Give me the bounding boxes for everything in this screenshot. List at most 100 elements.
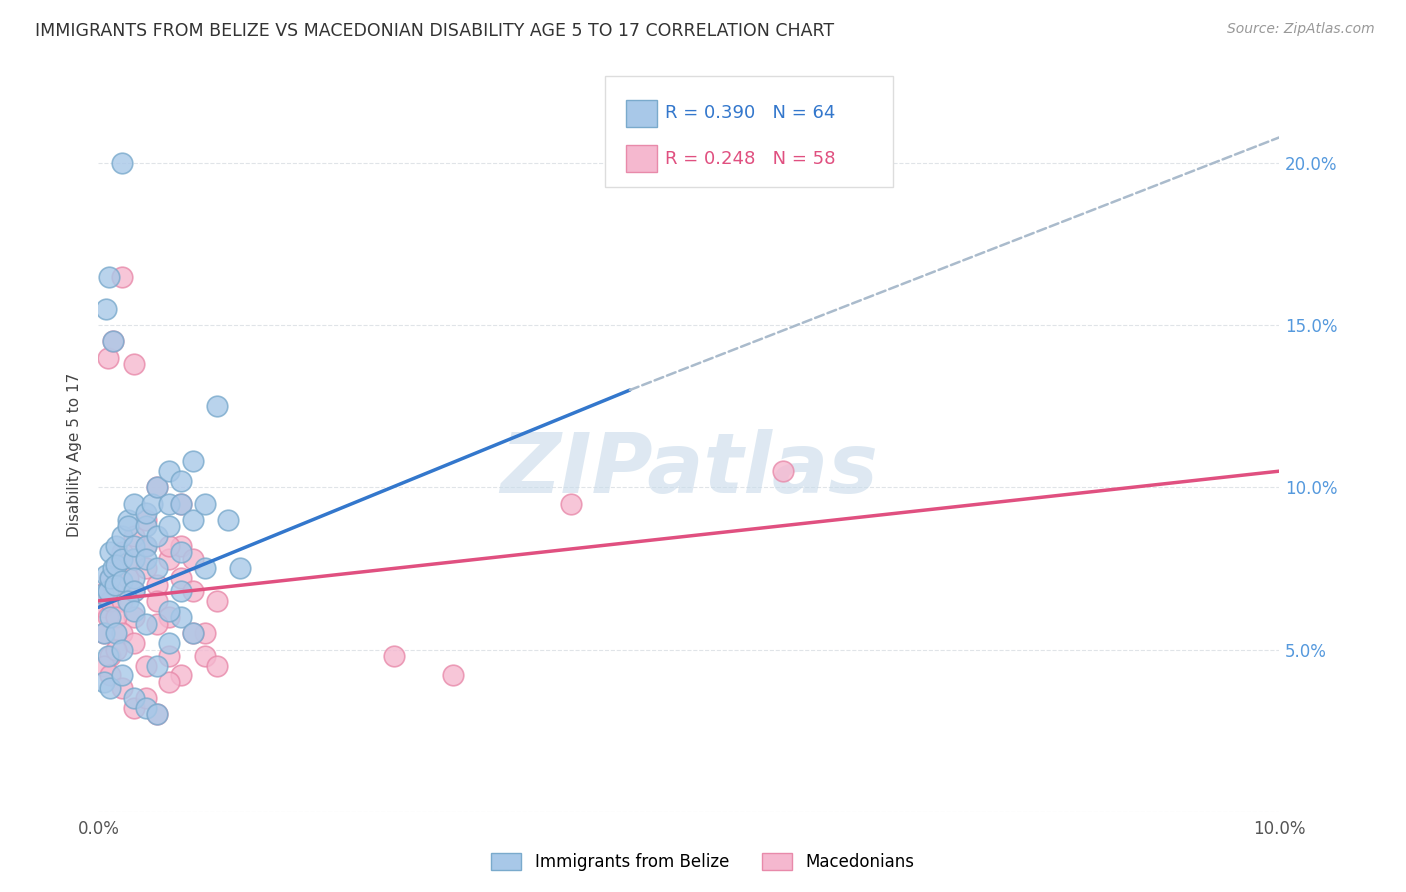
- Point: [101, 561, 124, 575]
- Point: [97, 648, 120, 663]
- Point: [135, 513, 157, 527]
- Y-axis label: Disability Age 5 to 17: Disability Age 5 to 17: [67, 373, 83, 537]
- Point: [135, 658, 157, 673]
- Point: [111, 529, 134, 543]
- Point: [170, 539, 193, 553]
- Point: [170, 571, 193, 585]
- Point: [122, 539, 145, 553]
- Point: [98, 681, 121, 696]
- Point: [170, 474, 193, 488]
- Point: [205, 594, 228, 608]
- Point: [105, 561, 128, 575]
- Point: [170, 584, 193, 599]
- Point: [217, 513, 239, 527]
- Point: [157, 636, 180, 650]
- Point: [93, 658, 115, 673]
- Point: [205, 399, 228, 413]
- Point: [98, 545, 121, 559]
- Point: [170, 545, 193, 559]
- Point: [181, 626, 204, 640]
- Point: [170, 497, 193, 511]
- Point: [111, 545, 134, 559]
- Point: [135, 551, 157, 566]
- Point: [157, 519, 180, 533]
- Point: [122, 529, 145, 543]
- Point: [111, 551, 134, 566]
- Point: [111, 681, 134, 696]
- Point: [157, 539, 180, 553]
- Point: [117, 519, 139, 533]
- Point: [560, 497, 582, 511]
- Point: [135, 539, 157, 553]
- Point: [122, 584, 145, 599]
- Point: [157, 497, 180, 511]
- Point: [111, 574, 134, 589]
- Point: [94, 568, 117, 582]
- Point: [105, 610, 128, 624]
- Point: [157, 648, 180, 663]
- Point: [98, 269, 121, 284]
- Point: [101, 334, 124, 349]
- Text: Source: ZipAtlas.com: Source: ZipAtlas.com: [1227, 22, 1375, 37]
- Point: [135, 506, 157, 520]
- Point: [194, 561, 217, 575]
- Point: [194, 497, 217, 511]
- Point: [772, 464, 794, 478]
- Point: [181, 626, 204, 640]
- Point: [104, 577, 127, 591]
- Point: [122, 610, 145, 624]
- Point: [135, 701, 157, 715]
- Point: [141, 497, 163, 511]
- Point: [91, 600, 114, 615]
- Point: [157, 604, 180, 618]
- Point: [170, 668, 193, 682]
- Point: [111, 156, 134, 170]
- Point: [94, 301, 117, 316]
- Point: [194, 626, 217, 640]
- Point: [93, 626, 115, 640]
- Point: [135, 691, 157, 706]
- Point: [146, 616, 169, 631]
- Point: [98, 571, 121, 585]
- Point: [441, 668, 464, 682]
- Point: [122, 551, 145, 566]
- Point: [157, 464, 180, 478]
- Point: [111, 668, 134, 682]
- Text: R = 0.248   N = 58: R = 0.248 N = 58: [665, 150, 835, 168]
- Text: IMMIGRANTS FROM BELIZE VS MACEDONIAN DISABILITY AGE 5 TO 17 CORRELATION CHART: IMMIGRANTS FROM BELIZE VS MACEDONIAN DIS…: [35, 22, 834, 40]
- Point: [135, 519, 157, 533]
- Point: [205, 658, 228, 673]
- Point: [181, 584, 204, 599]
- Point: [146, 577, 169, 591]
- Point: [122, 357, 145, 371]
- Point: [117, 571, 139, 585]
- Point: [93, 675, 115, 690]
- Point: [117, 594, 139, 608]
- Point: [122, 571, 145, 585]
- Point: [170, 610, 193, 624]
- Legend: Immigrants from Belize, Macedonians: Immigrants from Belize, Macedonians: [484, 845, 922, 880]
- Point: [111, 269, 134, 284]
- Point: [111, 594, 134, 608]
- Point: [146, 658, 169, 673]
- Point: [97, 584, 120, 599]
- Point: [111, 626, 134, 640]
- Text: R = 0.390   N = 64: R = 0.390 N = 64: [665, 104, 835, 122]
- Point: [157, 610, 180, 624]
- Point: [135, 561, 157, 575]
- Point: [146, 480, 169, 494]
- Point: [194, 648, 217, 663]
- Point: [97, 351, 120, 365]
- Point: [93, 626, 115, 640]
- Point: [105, 539, 128, 553]
- Point: [146, 707, 169, 722]
- Point: [122, 636, 145, 650]
- Point: [122, 701, 145, 715]
- Point: [146, 707, 169, 722]
- Point: [170, 497, 193, 511]
- Point: [122, 691, 145, 706]
- Point: [105, 558, 128, 573]
- Point: [98, 594, 121, 608]
- Point: [101, 577, 124, 591]
- Point: [181, 513, 204, 527]
